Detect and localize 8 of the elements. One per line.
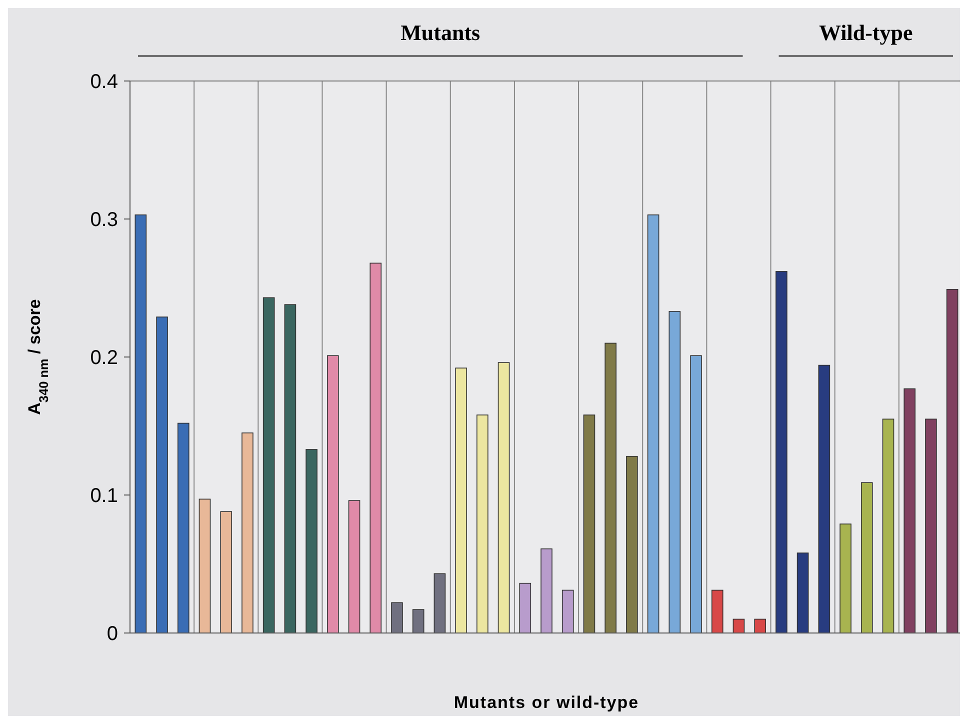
y-tick-label: 0.4 (90, 71, 118, 93)
text: Mutants (400, 20, 481, 45)
y-tick-label: 0.3 (90, 209, 118, 231)
y-tick-label: 0.1 (90, 485, 118, 507)
x-axis-title: Mutants or wild-type (454, 693, 640, 712)
y-tick-label: 0.2 (90, 347, 118, 369)
text: Wild-type (819, 20, 913, 45)
y-tick-label: 0 (106, 623, 118, 645)
